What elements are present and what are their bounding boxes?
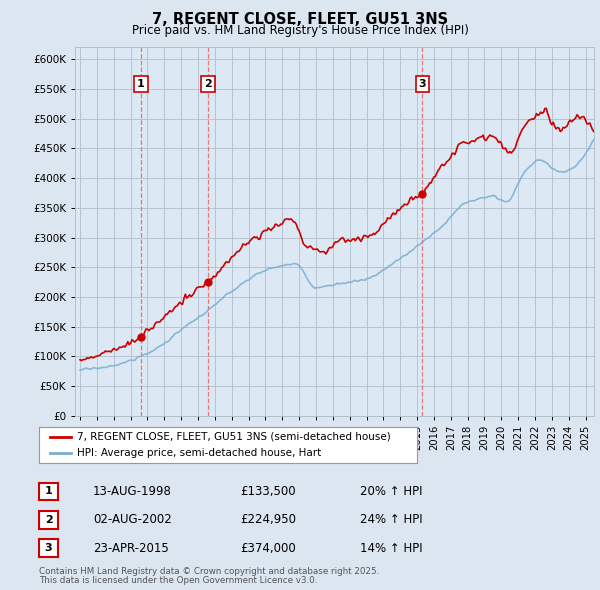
Text: 3: 3 bbox=[418, 79, 426, 89]
Text: 3: 3 bbox=[45, 543, 52, 553]
Text: 7, REGENT CLOSE, FLEET, GU51 3NS: 7, REGENT CLOSE, FLEET, GU51 3NS bbox=[152, 12, 448, 27]
Text: 24% ↑ HPI: 24% ↑ HPI bbox=[360, 513, 422, 526]
Text: 23-APR-2015: 23-APR-2015 bbox=[93, 542, 169, 555]
Text: 1: 1 bbox=[137, 79, 145, 89]
Text: £374,000: £374,000 bbox=[240, 542, 296, 555]
Text: £133,500: £133,500 bbox=[240, 485, 296, 498]
Text: 14% ↑ HPI: 14% ↑ HPI bbox=[360, 542, 422, 555]
Text: 1: 1 bbox=[45, 487, 52, 496]
Text: Contains HM Land Registry data © Crown copyright and database right 2025.: Contains HM Land Registry data © Crown c… bbox=[39, 566, 379, 576]
Text: 02-AUG-2002: 02-AUG-2002 bbox=[93, 513, 172, 526]
Text: HPI: Average price, semi-detached house, Hart: HPI: Average price, semi-detached house,… bbox=[77, 448, 321, 458]
Text: 13-AUG-1998: 13-AUG-1998 bbox=[93, 485, 172, 498]
Text: This data is licensed under the Open Government Licence v3.0.: This data is licensed under the Open Gov… bbox=[39, 576, 317, 585]
Text: £224,950: £224,950 bbox=[240, 513, 296, 526]
Text: Price paid vs. HM Land Registry's House Price Index (HPI): Price paid vs. HM Land Registry's House … bbox=[131, 24, 469, 37]
Text: 20% ↑ HPI: 20% ↑ HPI bbox=[360, 485, 422, 498]
Text: 2: 2 bbox=[204, 79, 212, 89]
Text: 2: 2 bbox=[45, 515, 52, 525]
Text: 7, REGENT CLOSE, FLEET, GU51 3NS (semi-detached house): 7, REGENT CLOSE, FLEET, GU51 3NS (semi-d… bbox=[77, 432, 391, 442]
